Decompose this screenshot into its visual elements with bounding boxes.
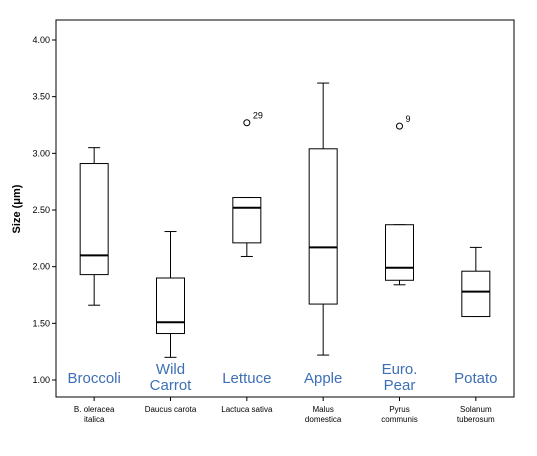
x-tick-label: Lactuca sativa <box>221 405 273 414</box>
x-tick-label: Solanum <box>460 405 492 414</box>
common-name-label: Carrot <box>150 377 193 394</box>
common-name-label: Euro. <box>382 361 418 378</box>
y-tick-label: 3.00 <box>32 148 50 158</box>
iqr-box <box>461 270 491 318</box>
y-axis-label: Size (μm) <box>11 184 23 233</box>
x-tick-label: communis <box>381 415 417 424</box>
common-name-label: Pear <box>384 377 416 394</box>
iqr-box <box>79 163 109 276</box>
boxes: 29 9 <box>79 82 491 358</box>
outlier-point <box>396 122 403 130</box>
box-group <box>156 231 185 358</box>
outlier-label: 29 <box>253 111 263 121</box>
iqr-box <box>385 224 414 281</box>
x-tick-label: Malus <box>312 405 333 414</box>
outlier-point <box>243 119 251 127</box>
common-name-label: Lettuce <box>222 370 271 387</box>
x-tick-label: Daucus carota <box>145 405 197 414</box>
x-tick-label: B. oleracea <box>74 405 115 414</box>
y-tick-label: 4.00 <box>32 35 50 45</box>
x-tick-label: italica <box>84 415 105 424</box>
y-axis: 1.00 1.50 2.00 2.50 3.00 3.50 4.00 <box>32 35 56 385</box>
box-group <box>79 147 109 306</box>
common-name-label: Wild <box>156 361 185 378</box>
box-group <box>308 82 338 356</box>
y-tick-label: 2.50 <box>32 205 50 215</box>
common-name-label: Broccoli <box>67 370 120 387</box>
y-tick-label: 1.50 <box>32 318 50 328</box>
iqr-box <box>156 277 185 335</box>
y-tick-label: 2.00 <box>32 262 50 272</box>
common-name-label: Potato <box>454 370 497 387</box>
outlier-label: 9 <box>406 114 411 124</box>
x-tick-label: tuberosum <box>457 415 495 424</box>
box-group <box>461 246 491 318</box>
iqr-box <box>232 197 262 244</box>
iqr-box <box>308 148 338 305</box>
x-tick-label: domestica <box>305 415 342 424</box>
x-tick-label: Pyrus <box>389 405 409 414</box>
plot-frame <box>55 19 515 398</box>
y-tick-label: 1.00 <box>32 375 50 385</box>
common-name-label: Apple <box>304 370 342 387</box>
box-group: 9 <box>385 114 414 286</box>
box-group: 29 <box>232 111 263 257</box>
y-tick-label: 3.50 <box>32 92 50 102</box>
